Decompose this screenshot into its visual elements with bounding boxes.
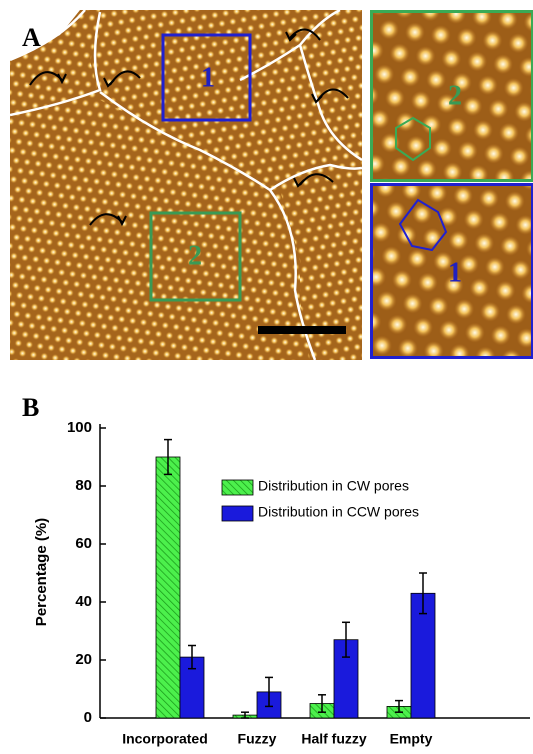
inset-label: 1 xyxy=(448,257,462,288)
x-tick-label: Half fuzzy xyxy=(301,731,367,747)
box-label: 1 xyxy=(201,62,215,93)
stm-image xyxy=(10,10,362,360)
panel-label: A xyxy=(22,23,41,52)
y-tick-label: 40 xyxy=(75,593,92,610)
x-tick-label: Empty xyxy=(390,731,433,747)
y-tick-label: 80 xyxy=(75,477,92,494)
legend-swatch xyxy=(222,480,253,495)
y-axis-label: Percentage (%) xyxy=(33,518,50,626)
y-tick-label: 20 xyxy=(75,651,92,668)
bar xyxy=(156,457,180,718)
y-tick-label: 100 xyxy=(67,419,92,436)
panel-label: B xyxy=(22,393,39,422)
scale-bar xyxy=(258,326,346,334)
legend-label: Distribution in CW pores xyxy=(258,478,409,494)
inset-label: 2 xyxy=(448,80,462,111)
y-tick-label: 60 xyxy=(75,535,92,552)
legend-label: Distribution in CCW pores xyxy=(258,504,419,520)
legend-swatch xyxy=(222,506,253,521)
y-tick-label: 0 xyxy=(84,709,92,726)
figure: A 1 2 2 1 B Percentage (%) 0 20 40 60 80 100 I… xyxy=(0,0,533,754)
box-label: 2 xyxy=(188,240,202,271)
x-tick-label: Fuzzy xyxy=(238,731,277,747)
x-tick-label: Incorporated xyxy=(122,731,208,747)
